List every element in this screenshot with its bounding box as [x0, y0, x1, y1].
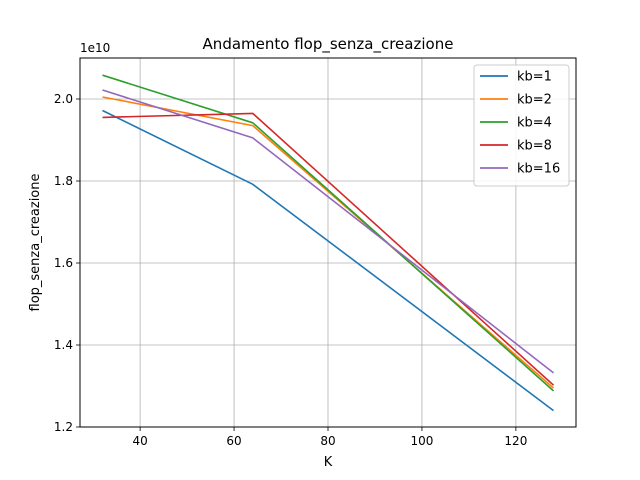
x-tick-label: 60 [226, 434, 241, 448]
legend-entry: kb=8 [480, 139, 552, 154]
legend-label: kb=16 [517, 162, 560, 177]
legend-entry: kb=16 [480, 162, 560, 177]
x-tick-label: 120 [504, 434, 527, 448]
legend-label: kb=1 [517, 70, 552, 85]
series-line-kb-1 [102, 109, 554, 412]
x-axis-label: K [324, 455, 333, 470]
legend-entry: kb=4 [480, 116, 552, 131]
legend-entry: kb=2 [480, 93, 552, 108]
y-tick-label: 2.0 [54, 92, 73, 106]
y-tick-label: 1.8 [54, 174, 73, 188]
series-line-kb-16 [102, 89, 554, 374]
x-axis-ticks: 40 60 80 100 120 [132, 427, 527, 448]
series-line-kb-4 [102, 74, 555, 392]
x-tick-label: 100 [410, 434, 433, 448]
legend-box [473, 64, 570, 187]
y-axis-ticks: 1.2 1.4 1.6 1.8 2.0 [54, 92, 80, 434]
series-layer [102, 74, 555, 412]
y-axis-offset-label: 1e10 [80, 41, 110, 55]
legend-label: kb=8 [517, 139, 552, 154]
y-tick-label: 1.2 [54, 420, 73, 434]
y-tick-label: 1.4 [54, 338, 73, 352]
legend-label: kb=4 [517, 116, 552, 131]
legend: kb=1 kb=2 kb=4 kb=8 kb=16 [473, 64, 570, 187]
legend-entry: kb=1 [480, 70, 552, 85]
x-tick-label: 40 [132, 434, 147, 448]
chart-title: Andamento flop_senza_creazione [203, 35, 454, 54]
y-tick-label: 1.6 [54, 256, 73, 270]
y-axis-label: flop_senza_creazione [28, 174, 43, 312]
legend-label: kb=2 [517, 93, 552, 108]
x-tick-label: 80 [320, 434, 335, 448]
